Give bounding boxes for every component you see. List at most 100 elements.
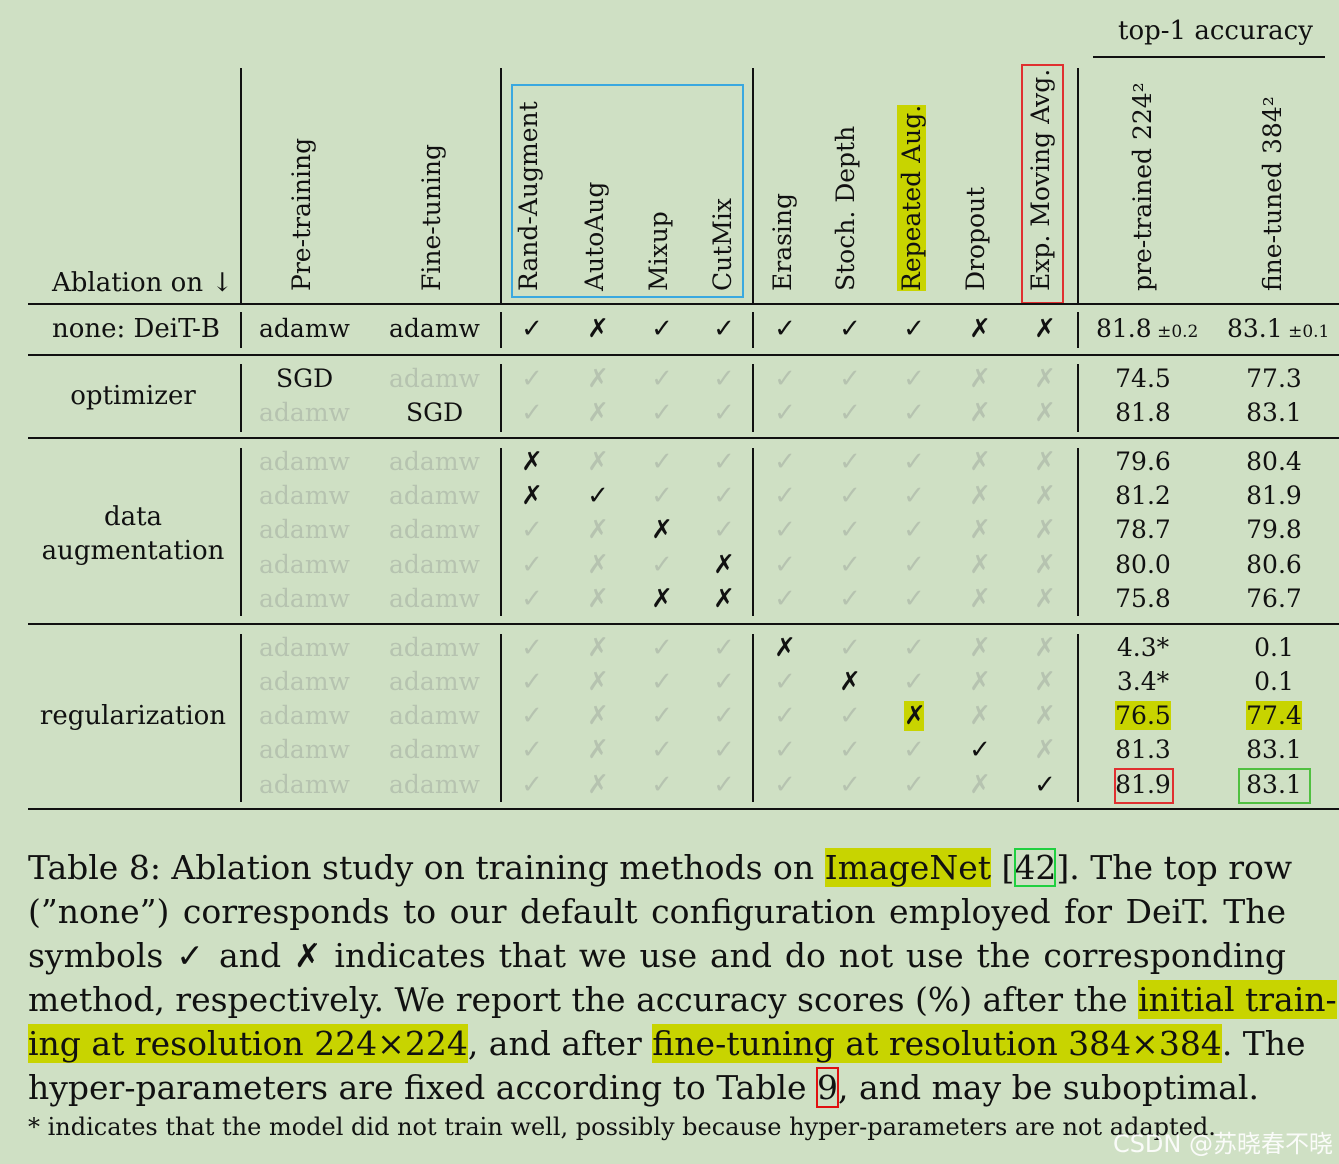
cell-mark: ✓ — [651, 447, 673, 477]
cell-mark: ✗ — [587, 584, 609, 614]
caption-line-3: symbols ✓ and ✗ indicates that we use an… — [28, 934, 1286, 978]
cell-mark: ✗ — [969, 633, 991, 663]
cell-pretraining: adamw — [259, 633, 350, 662]
cell-mark: ✓ — [713, 633, 735, 663]
vrule-s4b — [500, 634, 502, 802]
cell-mark: ✗ — [1034, 633, 1056, 663]
cell-finetuning: adamw — [389, 584, 480, 613]
cell-mark: ✗ — [1034, 584, 1056, 614]
cell-mark: ✓ — [969, 735, 991, 765]
vrule-s2d — [1077, 364, 1079, 432]
cell-mark: ✓ — [903, 584, 925, 614]
cell-acc384: 76.7 — [1246, 584, 1302, 613]
cell-finetuning: adamw — [389, 701, 480, 730]
cell-mark: ✗ — [587, 667, 609, 697]
cell-mark: ✓ — [839, 398, 861, 428]
cell-pretraining: adamw — [259, 515, 350, 544]
vrule-s1d — [1077, 312, 1079, 348]
cell-mark: ✓ — [839, 515, 861, 545]
cell-acc224: 81.2 — [1115, 481, 1171, 510]
cell-pretraining: adamw — [259, 770, 350, 799]
citation-link[interactable]: 42 — [1014, 848, 1057, 887]
cell-mark: ✓ — [839, 447, 861, 477]
cell-mark: ✓ — [774, 667, 796, 697]
cell-mark: ✗ — [587, 701, 609, 731]
cell-mark: ✗ — [969, 770, 991, 800]
col-erasing: Erasing — [768, 192, 797, 291]
cell-mark: ✓ — [839, 701, 861, 731]
caption-text: [ — [991, 848, 1015, 887]
group-data: data — [103, 502, 163, 532]
group-augmentation: augmentation — [41, 536, 225, 566]
cell-mark: ✓ — [587, 481, 609, 511]
group-optimizer: optimizer — [70, 381, 196, 411]
std-dev: ±0.2 — [1151, 322, 1199, 342]
col-finetuning: Fine-tuning — [417, 143, 446, 291]
cell-acc384: 81.9 — [1246, 481, 1302, 510]
cell-mark: ✗ — [1034, 701, 1056, 731]
cell-mark: ✓ — [839, 735, 861, 765]
red-box-result — [1114, 768, 1174, 804]
caption-highlight: ing at resolution 224×224 — [28, 1024, 468, 1063]
cell-pretraining: adamw — [259, 481, 350, 510]
cell-mark: ✓ — [774, 447, 796, 477]
cell-acc384: 80.6 — [1246, 550, 1302, 579]
cell-finetuning: adamw — [389, 481, 480, 510]
cell-mark: ✓ — [713, 667, 735, 697]
cell-acc384: 0.1 — [1254, 633, 1294, 662]
cell-finetuning: adamw — [389, 550, 480, 579]
cell-mark: ✗ — [1034, 398, 1056, 428]
cell-mark: ✓ — [521, 314, 543, 344]
cell-mark: ✓ — [713, 735, 735, 765]
cell-mark: ✗ — [969, 550, 991, 580]
caption-highlight: fine-tuning at resolution 384×384 — [652, 1024, 1222, 1063]
vrule-1 — [240, 68, 242, 304]
rule-after-optimizer — [28, 437, 1339, 439]
cell-mark: ✓ — [903, 667, 925, 697]
footnote: * indicates that the model did not train… — [28, 1113, 1216, 1141]
cell-mark: ✗ — [969, 701, 991, 731]
caption-text: and — [206, 936, 294, 975]
vrule-s4c — [752, 634, 754, 802]
caption-text: , and may be suboptimal. — [838, 1068, 1259, 1107]
cell-mark: ✗ — [1034, 550, 1056, 580]
cell-mark: ✓ — [774, 364, 796, 394]
cell-mark: ✓ — [651, 770, 673, 800]
cell-mark: ✓ — [774, 398, 796, 428]
vrule-s3d — [1077, 448, 1079, 616]
cell-mark: ✓ — [651, 364, 673, 394]
cell-mark: ✓ — [774, 770, 796, 800]
cell-mark: ✓ — [839, 364, 861, 394]
cell-mark: ✓ — [713, 770, 735, 800]
caption-text: Table 8: Ablation study on training meth… — [28, 848, 825, 887]
cell-mark: ✗ — [774, 633, 796, 663]
cell-acc384: 83.1 ±0.1 — [1227, 314, 1330, 343]
cell-mark: ✗ — [587, 770, 609, 800]
cell-mark: ✗ — [969, 481, 991, 511]
cell-mark: ✓ — [651, 735, 673, 765]
cell-mark: ✓ — [521, 550, 543, 580]
cell-acc224: 76.5 — [1103, 701, 1183, 731]
cell-mark: ✓ — [903, 550, 925, 580]
caption-text: symbols — [28, 936, 177, 975]
cell-mark: ✓ — [651, 701, 673, 731]
cell-acc224: 81.8 ±0.2 — [1096, 314, 1199, 343]
cell-mark: ✓ — [521, 735, 543, 765]
table-ref-link[interactable]: 9 — [816, 1067, 840, 1108]
cell-finetuning: adamw — [389, 364, 480, 393]
cell-mark: ✗ — [969, 584, 991, 614]
cell-mark: ✗ — [713, 584, 735, 614]
cell-mark: ✓ — [774, 481, 796, 511]
cell-mark: ✓ — [651, 481, 673, 511]
cell-mark: ✓ — [839, 481, 861, 511]
cell-mark: ✗ — [651, 515, 673, 545]
cell-mark: ✗ — [1034, 667, 1056, 697]
green-box-result — [1238, 768, 1311, 804]
col-dropout: Dropout — [961, 186, 990, 291]
top1-underline — [1093, 56, 1325, 58]
cell-mark: ✗ — [969, 398, 991, 428]
caption-line-4: method, respectively. We report the accu… — [28, 978, 1337, 1022]
cell-mark: ✓ — [651, 550, 673, 580]
rule-bottom — [28, 808, 1339, 810]
col-stochdepth: Stoch. Depth — [831, 125, 860, 291]
